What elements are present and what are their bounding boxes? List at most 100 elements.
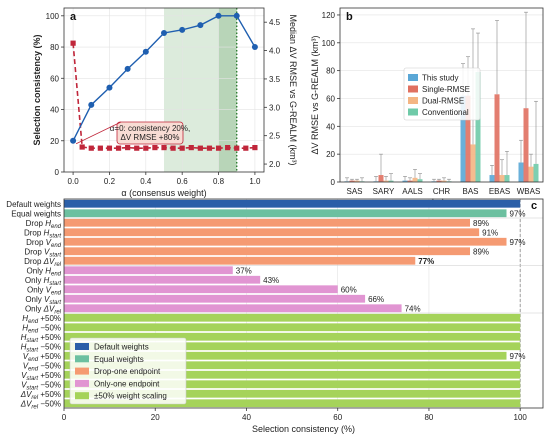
x-tick-label: 100	[514, 413, 528, 422]
y-tick-label: Drop Vstart	[24, 247, 61, 258]
bar	[436, 180, 442, 182]
y-tick-label: Only ΔVrel	[25, 304, 62, 315]
panel-b-chart: SAS SARY AALS CHR BAS EBAS WBAS 0 20 40 60 80 100 120…	[310, 7, 544, 207]
bar	[64, 285, 338, 294]
x-tick-label: BAS	[462, 187, 478, 196]
bar	[64, 380, 521, 389]
value-label: 89%	[473, 219, 489, 228]
bar	[64, 247, 471, 256]
shaded-range-narrow	[218, 8, 237, 172]
value-label: 43%	[263, 276, 279, 285]
legend-swatch	[408, 108, 418, 116]
y-tick-label: Drop Hstart	[24, 228, 61, 239]
y-tick-label-right: 3.5	[269, 75, 281, 84]
legend-label: Drop-one endpoint	[94, 367, 161, 376]
panel-label-b: b	[346, 11, 353, 23]
value-label: 37%	[236, 266, 252, 275]
data-point-rmse	[206, 145, 213, 151]
y-tick-label: Hstart −50%	[21, 342, 61, 353]
y-tick-label: 0	[331, 178, 336, 187]
data-point-rmse	[188, 144, 194, 151]
y-tick-label-left: 20	[50, 137, 59, 146]
x-tick-label: SAS	[346, 187, 362, 196]
legend-label: Only-one endpoint	[94, 379, 160, 388]
data-point-rmse	[106, 145, 113, 151]
y-tick-label: 100	[322, 39, 336, 48]
bar	[518, 162, 524, 182]
data-point-consistency	[88, 101, 95, 108]
bar	[494, 94, 500, 182]
bar	[64, 266, 233, 275]
legend-swatch	[75, 355, 89, 363]
data-point-consistency	[142, 48, 149, 55]
y-tick-label: Only Hstart	[25, 276, 61, 287]
data-point-rmse	[234, 145, 240, 151]
data-point-rmse	[97, 145, 103, 151]
x-tick-label: 20	[151, 413, 160, 422]
y-tick-label: Hstart +50%	[21, 333, 61, 344]
data-point-rmse	[161, 144, 167, 151]
x-tick-label: 0.2	[104, 177, 116, 186]
y-tick-label-right: 2.5	[269, 132, 281, 141]
x-tick-label: 0.4	[140, 177, 152, 186]
data-point-rmse	[170, 145, 176, 151]
annotation-box	[116, 121, 184, 145]
bar	[64, 351, 507, 360]
data-point-rmse	[197, 145, 203, 151]
x-tick-label: SARY	[373, 187, 395, 196]
panel-c-chart: Default weights Equal weights 97% Drop Hend…	[6, 198, 544, 434]
bar	[64, 275, 261, 284]
data-point-rmse	[179, 145, 185, 151]
legend-label: Equal weights	[94, 355, 144, 364]
legend-label: Conventional	[422, 108, 469, 117]
bar	[64, 218, 471, 227]
value-label: 97%	[510, 238, 526, 247]
y-tick-label-right: 2.0	[269, 160, 281, 169]
y-axis-label-left: Selection consistency (%)	[32, 34, 42, 145]
bar	[64, 237, 507, 246]
y-tick-label: Only Vstart	[25, 295, 61, 306]
y-tick-label: Vstart +50%	[21, 371, 61, 382]
panel-label-a: a	[70, 11, 77, 23]
x-tick-label: 60	[333, 413, 342, 422]
value-label: 74%	[405, 304, 421, 313]
panel-label-c: c	[531, 200, 537, 212]
bar	[354, 180, 360, 182]
legend-label: Default weights	[94, 343, 149, 352]
bar	[417, 179, 423, 182]
y-axis-label: ΔV RMSE vs G-REALM (km³)	[310, 35, 320, 154]
y-axis-label-right: Median ΔV RMSE vs G-REALM (km³)	[288, 14, 298, 165]
bar	[383, 180, 389, 182]
data-point-rmse	[88, 145, 94, 151]
legend-box	[69, 337, 187, 405]
bar	[407, 180, 413, 182]
x-tick-label: 0	[62, 413, 67, 422]
y-tick-label: Only Vend	[27, 285, 62, 296]
data-point-rmse	[70, 40, 76, 46]
x-tick-label: 1.0	[249, 177, 261, 186]
y-tick-label: Drop Hend	[26, 219, 62, 230]
bar	[64, 342, 521, 351]
data-point-rmse	[215, 145, 222, 151]
y-tick-label: 20	[326, 150, 335, 159]
data-point-rmse	[225, 144, 231, 151]
bar	[64, 199, 521, 208]
data-point-rmse	[79, 144, 85, 150]
legend-label: This study	[422, 74, 458, 83]
x-tick-label: CHR	[433, 187, 451, 196]
legend-swatch	[75, 392, 89, 400]
legend-swatch	[408, 74, 418, 81]
y-tick-label: 40	[326, 122, 335, 131]
value-label: 66%	[368, 295, 384, 304]
x-tick-label: WBAS	[517, 187, 541, 196]
y-tick-label: 60	[326, 94, 335, 103]
bar	[64, 209, 507, 218]
y-tick-label: Hend −50%	[22, 323, 61, 334]
legend-swatch	[408, 97, 418, 104]
y-tick-label-left: 40	[50, 106, 59, 115]
bar	[64, 370, 521, 379]
legend-swatch	[75, 379, 89, 387]
bar	[64, 304, 402, 313]
bar	[499, 175, 505, 182]
bar	[441, 180, 447, 182]
